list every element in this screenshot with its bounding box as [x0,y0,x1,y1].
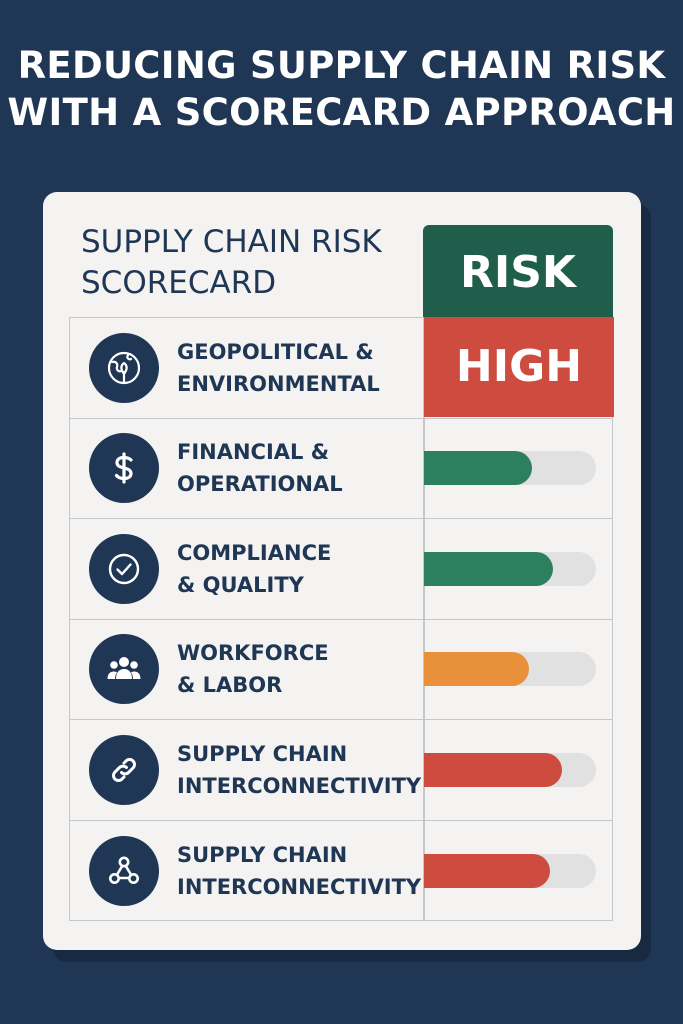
globe-leaf-icon [89,332,159,403]
table-row-workforce: WORKFORCE & LABOR [70,619,612,720]
page-title-line-2: WITH A SCORECARD APPROACH [7,91,676,134]
scorecard-title-line-1: SUPPLY CHAIN RISK [81,224,382,260]
risk-level-bar [424,551,596,586]
check-circle-icon [89,533,159,604]
table-row-compliance: COMPLIANCE & QUALITY [70,519,612,620]
table-row-interconnectivity-1: SUPPLY CHAIN INTERCONNECTIVITY [70,720,612,821]
row-label: FINANCIAL & OPERATIONAL [177,436,343,500]
row-label-line-1: COMPLIANCE [177,540,332,565]
row-label-line-2: INTERCONNECTIVITY [177,773,422,798]
risk-column-header: RISK [423,225,613,319]
risk-level-bar [424,853,596,888]
column-divider [423,418,425,518]
row-label-line-2: ENVIRONMENTAL [177,371,380,396]
row-label-line-1: WORKFORCE [177,641,329,666]
scorecard-title-line-2: SCORECARD [81,265,277,301]
table-row-financial: FINANCIAL & OPERATIONAL [70,418,612,519]
risk-level-bar [424,652,596,687]
risk-level-bar [424,752,596,787]
people-icon [89,634,159,705]
column-divider [423,318,425,418]
link-icon [89,734,159,805]
risk-level-fill [424,752,562,787]
table-row-geopolitical: GEOPOLITICAL & ENVIRONMENTAL HIGH [70,316,614,419]
column-divider [423,519,425,619]
row-label-line-2: & QUALITY [177,572,304,597]
column-divider [423,820,425,921]
row-label-line-2: INTERCONNECTIVITY [177,874,422,899]
row-label: GEOPOLITICAL & ENVIRONMENTAL [177,336,380,400]
page-title-line-1: REDUCING SUPPLY CHAIN RISK [17,44,666,87]
scorecard-card: SUPPLY CHAIN RISK SCORECARD RISK GEOPOLI… [43,192,641,950]
row-label-line-1: SUPPLY CHAIN [177,741,348,766]
page-title: REDUCING SUPPLY CHAIN RISK WITH A SCOREC… [0,42,683,136]
row-label-line-1: FINANCIAL & [177,440,330,465]
risk-level-fill [424,551,553,586]
column-divider [423,720,425,820]
row-label: SUPPLY CHAIN INTERCONNECTIVITY [177,738,421,802]
network-icon [89,835,159,906]
row-label: WORKFORCE & LABOR [177,637,329,701]
risk-level-fill [424,853,550,888]
table-row-interconnectivity-2: SUPPLY CHAIN INTERCONNECTIVITY [70,820,612,921]
row-label-line-1: GEOPOLITICAL & [177,339,374,364]
row-label-line-2: OPERATIONAL [177,472,343,497]
column-divider [423,619,425,719]
risk-level-fill [424,652,529,687]
row-label: COMPLIANCE & QUALITY [177,537,331,601]
row-label-line-2: & LABOR [177,673,283,698]
dollar-icon [89,433,159,504]
risk-level-bar [424,451,596,486]
risk-level-high: HIGH [424,316,614,417]
risk-level-fill [424,451,533,486]
row-label-line-1: SUPPLY CHAIN [177,842,348,867]
scorecard-table: GEOPOLITICAL & ENVIRONMENTAL HIGH FINANC… [69,316,614,921]
scorecard-title: SUPPLY CHAIN RISK SCORECARD [81,222,411,304]
row-label: SUPPLY CHAIN INTERCONNECTIVITY [177,839,421,903]
